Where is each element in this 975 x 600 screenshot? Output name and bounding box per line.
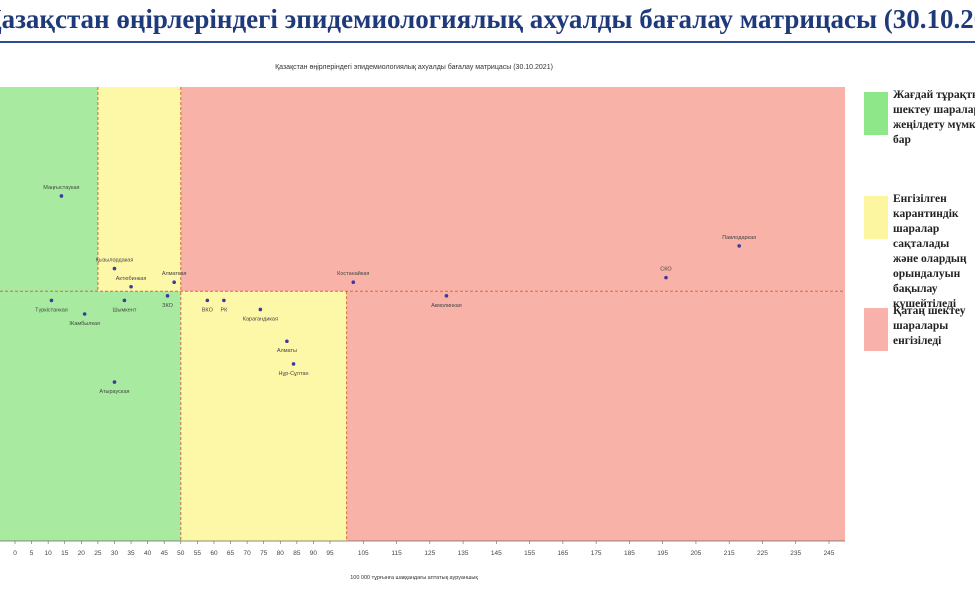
data-label: Костанайкая <box>337 270 369 277</box>
x-tick-label: 125 <box>424 550 435 557</box>
legend: Жағдай тұрақты шектеу шаралары жеңілдету… <box>860 80 975 400</box>
x-tick-label: 245 <box>824 550 835 557</box>
x-tick-label: 195 <box>657 550 668 557</box>
data-label: Түркістанкая <box>35 307 68 313</box>
x-tick-label: 10 <box>45 550 53 557</box>
zone-red-top <box>180 87 845 292</box>
x-tick-label: 225 <box>757 550 768 557</box>
data-point <box>351 280 356 285</box>
data-label: Нұр-Сұлтан <box>278 371 308 377</box>
data-point <box>664 275 668 280</box>
data-label: ВКО <box>202 307 214 313</box>
data-label: Павлодаркая <box>722 235 756 241</box>
data-point <box>205 298 210 303</box>
x-tick-label: 65 <box>227 550 235 557</box>
data-point <box>291 362 296 366</box>
data-label: Алматы <box>277 348 297 354</box>
data-point <box>258 307 263 312</box>
legend-swatch-red <box>864 308 888 351</box>
x-tick-label: 50 <box>177 550 185 557</box>
legend-text-yellow: Енгізілген карантиндік шаралар сақталады… <box>893 193 967 310</box>
data-point <box>737 244 741 248</box>
x-tick-label: 215 <box>724 550 735 557</box>
x-tick-label: 40 <box>144 550 152 557</box>
x-tick-label: 145 <box>491 550 502 557</box>
data-label: Алматкая <box>162 271 187 277</box>
data-point <box>82 312 87 316</box>
x-tick-label: 155 <box>524 550 535 557</box>
risk-matrix-chart: Қазақстан өңірлеріндегі эпидемиологиялық… <box>0 63 845 581</box>
zone-backgrounds <box>0 87 845 541</box>
x-tick-label: 60 <box>210 550 218 557</box>
data-label: Шымкент <box>112 307 136 313</box>
x-tick-label: 0 <box>13 550 17 557</box>
legend-text-red: Қатаң шектеу шаралары енгізіледі <box>893 305 966 347</box>
x-tick-label: 95 <box>326 550 334 557</box>
chart-title: Қазақстан өңірлеріндегі эпидемиологиялық… <box>275 63 553 71</box>
legend-swatch-green <box>864 92 888 135</box>
x-axis: 0 5 10 15 20 25 30 35 40 45 50 55 60 65 70 75 80 85 90 95 10… <box>0 540 845 557</box>
x-tick-label: 80 <box>277 550 285 557</box>
zone-red-bottom <box>346 291 845 541</box>
data-point <box>59 194 64 198</box>
x-tick-label: 235 <box>790 550 801 557</box>
slide-heading: Қазақстан өңірлеріндегі эпидемиологиялық… <box>0 0 975 48</box>
data-label: Акмолинкая <box>431 303 462 309</box>
data-point <box>49 298 54 303</box>
data-label: Атырауская <box>99 389 129 395</box>
x-tick-label: 185 <box>624 550 635 557</box>
x-tick-label: 85 <box>293 550 301 557</box>
x-tick-label: 15 <box>61 550 69 557</box>
x-tick-label: 90 <box>310 550 318 557</box>
data-label: РК <box>220 307 228 313</box>
data-point <box>165 294 170 298</box>
data-point <box>112 380 117 384</box>
x-tick-label: 115 <box>391 550 402 557</box>
x-tick-label: 45 <box>161 550 169 557</box>
data-label: ЗКО <box>162 303 173 309</box>
data-point <box>172 280 176 285</box>
data-label: Карагандикая <box>243 316 278 322</box>
data-label: СКО <box>660 267 672 273</box>
data-points: Маңғыстаукая Қызылордакая Алматкая Актюбинк… <box>35 185 756 395</box>
data-point <box>129 284 133 289</box>
data-label: Қызылордакая <box>96 258 134 264</box>
x-tick-label: 105 <box>358 550 369 557</box>
x-tick-label: 135 <box>458 550 469 557</box>
legend-swatch-yellow <box>864 196 888 239</box>
threshold-lines <box>0 87 845 541</box>
x-tick-label: 5 <box>30 550 34 557</box>
legend-text-green: Жағдай тұрақты шектеу шаралары жеңілдету… <box>893 89 975 146</box>
data-label: Маңғыстаукая <box>43 185 79 191</box>
zone-yellow-top <box>97 87 181 292</box>
zone-yellow-bottom <box>180 291 347 541</box>
x-tick-label: 205 <box>691 550 702 557</box>
x-tick-label: 35 <box>127 550 135 557</box>
data-point <box>222 298 226 303</box>
x-tick-label: 75 <box>260 550 268 557</box>
data-point <box>112 266 117 271</box>
x-tick-label: 25 <box>94 550 102 557</box>
heading-underline <box>0 41 975 43</box>
data-label: Жамбылкая <box>69 321 100 327</box>
data-point <box>285 339 289 344</box>
slide-heading-text: Қазақстан өңірлеріндегі эпидемиологиялық… <box>0 4 975 34</box>
x-tick-label: 55 <box>194 550 202 557</box>
data-label: Актюбинкая <box>116 276 147 282</box>
data-point <box>122 298 127 303</box>
x-tick-label: 20 <box>78 550 86 557</box>
x-tick-label: 70 <box>243 550 251 557</box>
x-tick-label: 165 <box>557 550 568 557</box>
x-tick-label: 175 <box>591 550 602 557</box>
x-axis-title: 100 000 тұрғынға шаққандағы аптатық ауру… <box>350 575 478 581</box>
data-point <box>444 294 449 298</box>
x-tick-label: 30 <box>111 550 119 557</box>
